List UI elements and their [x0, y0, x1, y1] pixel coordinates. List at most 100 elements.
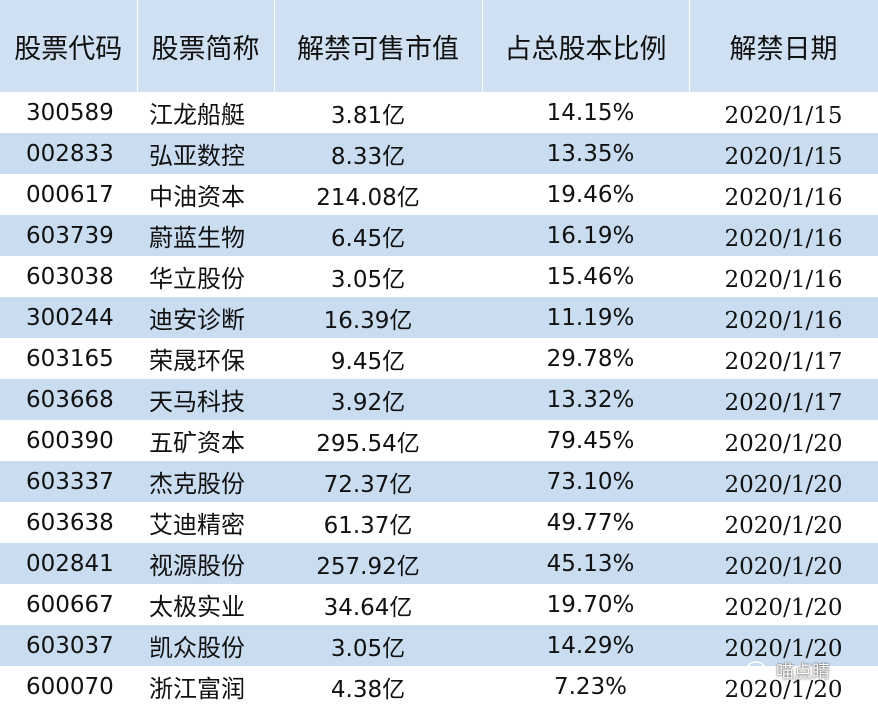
header-share-ratio[interactable]: 占总股本比例 — [482, 0, 690, 92]
stock-code-cell: 000617 — [26, 181, 114, 208]
unlock-value-cell: 16.39亿 — [323, 307, 413, 334]
stock-code-cell: 600390 — [26, 427, 114, 454]
unlock-date-cell: 2020/1/20 — [724, 471, 843, 498]
unlock-value-cell: 72.37亿 — [323, 471, 413, 498]
unlock-date-cell: 2020/1/17 — [724, 389, 843, 416]
share-ratio-cell: 29.78% — [546, 345, 635, 372]
share-ratio-cell: 79.45% — [546, 427, 635, 454]
header-unlock-value[interactable]: 解禁可售市值 — [274, 0, 483, 92]
unlock-value-cell: 61.37亿 — [323, 512, 413, 539]
stock-name-cell: 杰克股份 — [149, 470, 245, 498]
unlock-date-cell: 2020/1/20 — [724, 553, 843, 580]
stock-name-cell: 迪安诊断 — [149, 306, 245, 334]
unlock-date-cell: 2020/1/20 — [724, 594, 843, 621]
table-row[interactable]: 600070 浙江富润 4.38亿 7.23% 2020/1/20 — [0, 666, 878, 707]
wechat-icon — [746, 661, 772, 680]
stock-code-cell: 600070 — [26, 673, 114, 700]
stock-code-cell: 002833 — [26, 140, 114, 167]
unlock-date-cell: 2020/1/17 — [724, 348, 843, 375]
stock-name-cell: 凯众股份 — [149, 634, 245, 662]
unlock-value-cell: 295.54亿 — [316, 430, 420, 457]
table-row[interactable]: 600390 五矿资本 295.54亿 79.45% 2020/1/20 — [0, 420, 878, 461]
stock-name-cell: 蔚蓝生物 — [149, 224, 245, 252]
stock-code-cell: 600667 — [26, 591, 114, 618]
table-row[interactable]: 000617 中油资本 214.08亿 19.46% 2020/1/16 — [0, 174, 878, 215]
watermark: 喵点睛 — [746, 658, 830, 684]
stock-code-cell: 300244 — [26, 304, 114, 331]
unlock-value-cell: 214.08亿 — [316, 184, 420, 211]
unlock-value-cell: 3.05亿 — [330, 635, 406, 662]
stock-name-cell: 荣晟环保 — [149, 347, 245, 375]
unlock-value-cell: 6.45亿 — [330, 225, 406, 252]
share-ratio-cell: 19.46% — [546, 181, 635, 208]
stock-code-cell: 002841 — [26, 550, 114, 577]
stock-name-cell: 艾迪精密 — [149, 511, 245, 539]
stock-code-cell: 603668 — [26, 386, 114, 413]
table-row[interactable]: 603337 杰克股份 72.37亿 73.10% 2020/1/20 — [0, 461, 878, 502]
header-unlock-date[interactable]: 解禁日期 — [689, 0, 878, 92]
share-ratio-cell: 15.46% — [546, 263, 635, 290]
stock-code-cell: 603038 — [26, 263, 114, 290]
unlock-value-cell: 3.81亿 — [330, 102, 406, 129]
stock-code-cell: 300589 — [26, 99, 114, 126]
unlock-value-cell: 34.64亿 — [323, 594, 413, 621]
stock-code-cell: 603165 — [26, 345, 114, 372]
table-row[interactable]: 600667 太极实业 34.64亿 19.70% 2020/1/20 — [0, 584, 878, 625]
stock-code-cell: 603037 — [26, 632, 114, 659]
table-row[interactable]: 300589 江龙船艇 3.81亿 14.15% 2020/1/15 — [0, 92, 878, 133]
unlock-date-cell: 2020/1/20 — [724, 635, 843, 662]
share-ratio-cell: 14.29% — [546, 632, 635, 659]
table-row[interactable]: 603037 凯众股份 3.05亿 14.29% 2020/1/20 — [0, 625, 878, 666]
table-row[interactable]: 603638 艾迪精密 61.37亿 49.77% 2020/1/20 — [0, 502, 878, 543]
stock-name-cell: 太极实业 — [149, 593, 245, 621]
share-ratio-cell: 7.23% — [553, 673, 628, 700]
table-row[interactable]: 603038 华立股份 3.05亿 15.46% 2020/1/16 — [0, 256, 878, 297]
unlock-value-cell: 3.92亿 — [330, 389, 406, 416]
unlock-date-cell: 2020/1/16 — [724, 184, 843, 211]
unlock-date-cell: 2020/1/15 — [724, 102, 843, 129]
stock-name-cell: 五矿资本 — [149, 429, 245, 457]
table-row[interactable]: 603668 天马科技 3.92亿 13.32% 2020/1/17 — [0, 379, 878, 420]
stock-name-cell: 天马科技 — [149, 388, 245, 416]
share-ratio-cell: 45.13% — [546, 550, 635, 577]
share-ratio-cell: 11.19% — [546, 304, 635, 331]
stock-name-cell: 视源股份 — [149, 552, 245, 580]
share-ratio-cell: 49.77% — [546, 509, 635, 536]
share-ratio-cell: 14.15% — [546, 99, 635, 126]
table-row[interactable]: 300244 迪安诊断 16.39亿 11.19% 2020/1/16 — [0, 297, 878, 338]
unlock-date-cell: 2020/1/20 — [724, 676, 843, 703]
table-body: 300589 江龙船艇 3.81亿 14.15% 2020/1/15 002833 弘亚数控… — [0, 92, 878, 707]
stock-name-cell: 华立股份 — [149, 265, 245, 293]
unlock-value-cell: 4.38亿 — [330, 676, 406, 703]
unlock-value-cell: 257.92亿 — [316, 553, 420, 580]
header-stock-code[interactable]: 股票代码 — [0, 0, 138, 92]
header-stock-name[interactable]: 股票简称 — [137, 0, 275, 92]
table-header: 股票代码 股票简称 解禁可售市值 占总股本比例 解禁日期 — [0, 0, 878, 92]
unlock-date-cell: 2020/1/15 — [724, 143, 843, 170]
table-row[interactable]: 002833 弘亚数控 8.33亿 13.35% 2020/1/15 — [0, 133, 878, 174]
unlock-date-cell: 2020/1/20 — [724, 512, 843, 539]
table-row[interactable]: 002841 视源股份 257.92亿 45.13% 2020/1/20 — [0, 543, 878, 584]
share-ratio-cell: 73.10% — [546, 468, 635, 495]
unlock-value-cell: 3.05亿 — [330, 266, 406, 293]
table-row[interactable]: 603165 荣晟环保 9.45亿 29.78% 2020/1/17 — [0, 338, 878, 379]
stock-code-cell: 603638 — [26, 509, 114, 536]
share-ratio-cell: 13.35% — [546, 140, 635, 167]
stock-name-cell: 江龙船艇 — [149, 101, 245, 129]
share-ratio-cell: 13.32% — [546, 386, 635, 413]
table-row[interactable]: 603739 蔚蓝生物 6.45亿 16.19% 2020/1/16 — [0, 215, 878, 256]
unlock-value-cell: 8.33亿 — [330, 143, 406, 170]
share-ratio-cell: 19.70% — [546, 591, 635, 618]
watermark-text: 喵点睛 — [776, 662, 830, 683]
unlock-date-cell: 2020/1/20 — [724, 430, 843, 457]
header-row: 股票代码 股票简称 解禁可售市值 占总股本比例 解禁日期 — [0, 0, 878, 92]
stock-name-cell: 弘亚数控 — [149, 142, 245, 170]
stock-code-cell: 603337 — [26, 468, 114, 495]
unlock-value-cell: 9.45亿 — [330, 348, 406, 375]
unlock-date-cell: 2020/1/16 — [724, 225, 843, 252]
unlock-date-cell: 2020/1/16 — [724, 266, 843, 293]
stock-name-cell: 浙江富润 — [149, 675, 245, 703]
share-ratio-cell: 16.19% — [546, 222, 635, 249]
